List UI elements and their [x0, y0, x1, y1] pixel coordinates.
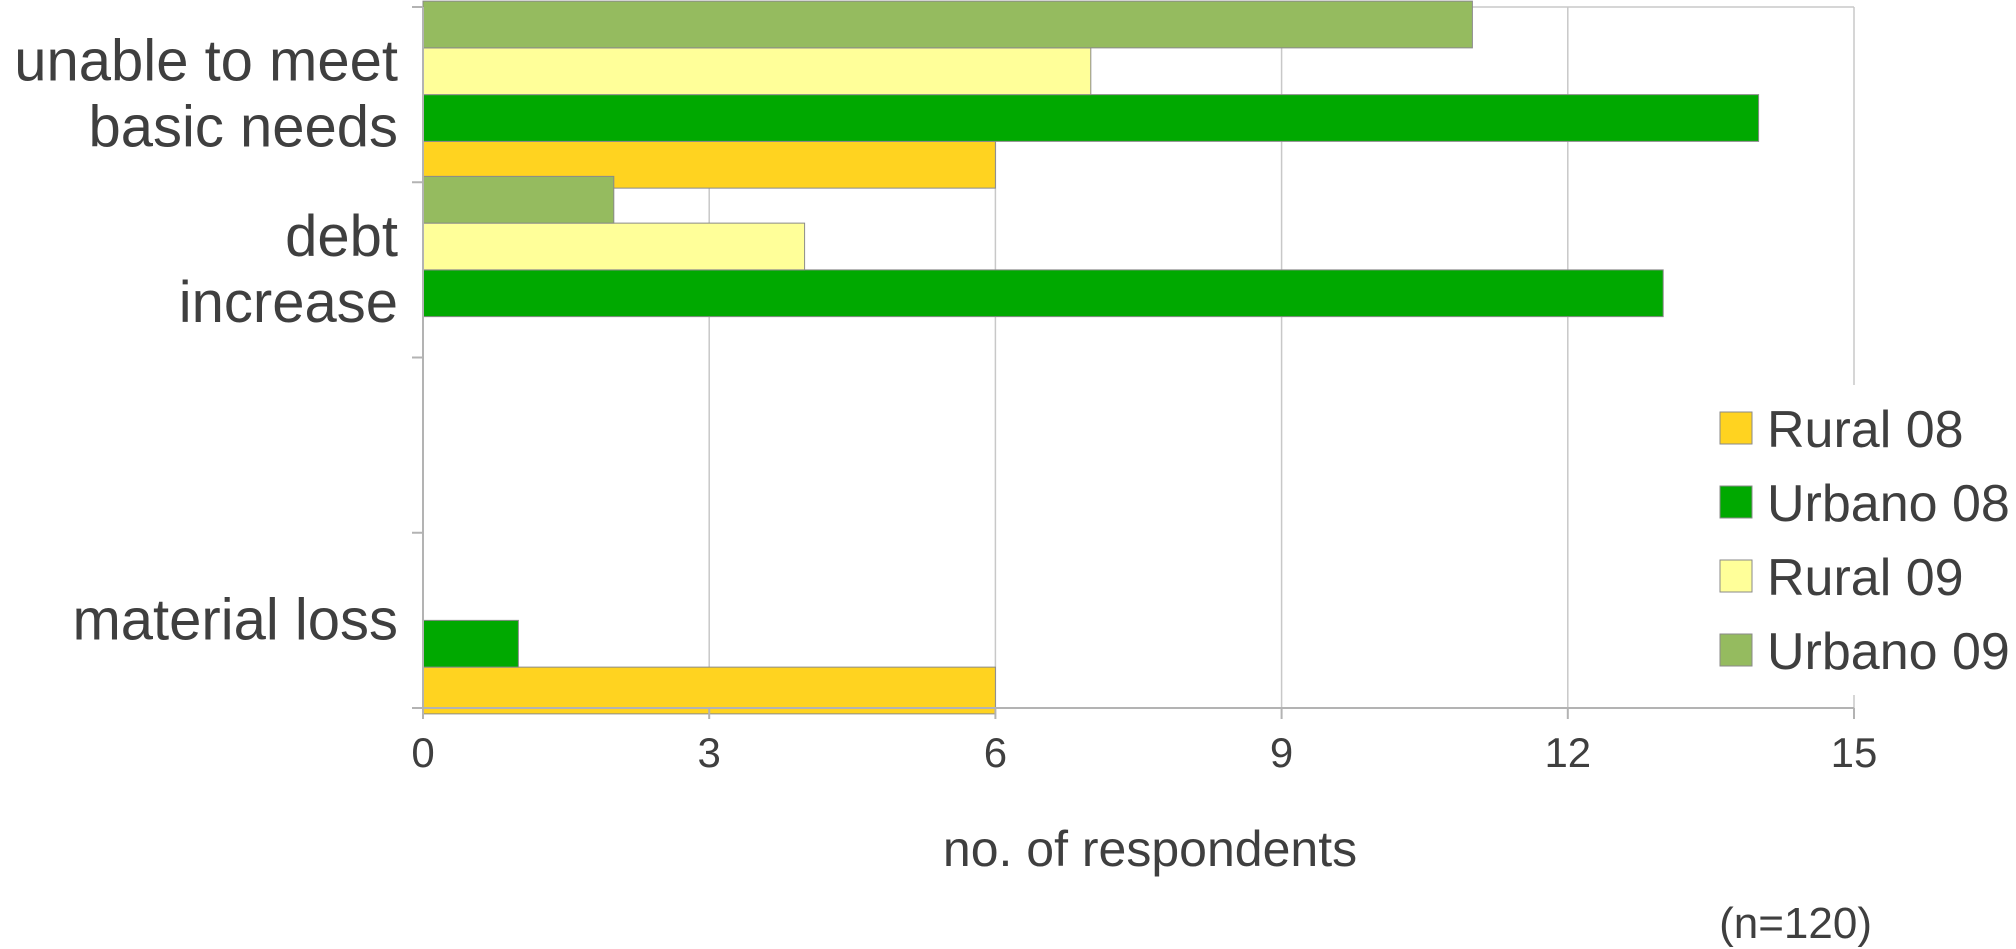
x-tick-label-3: 9	[1270, 729, 1293, 776]
x-tick-label-2: 6	[984, 729, 1007, 776]
category-label-1-line-1: increase	[179, 270, 398, 335]
bar-urbano-08-cat-0	[422, 94, 1760, 142]
bar-urbano-09-cat-0	[422, 0, 1473, 49]
legend-swatch-2	[1719, 559, 1753, 593]
legend-label-1: Urbano 08	[1767, 475, 2010, 533]
bar-rural-09-cat-1	[422, 222, 806, 271]
category-label-1-line-0: debt	[285, 204, 398, 269]
bar-rural-08-cat-3	[422, 666, 996, 715]
legend-label-3: Urbano 09	[1767, 623, 2010, 681]
x-tick-label-1: 3	[698, 729, 721, 776]
category-label-0-line-0: unable to meet	[14, 29, 398, 94]
legend-swatch-3	[1719, 633, 1753, 667]
bar-urbano-09-cat-1	[422, 175, 615, 224]
bars	[422, 0, 1760, 715]
x-tick-label-5: 15	[1831, 729, 1878, 776]
x-tick-labels: 0 3 6 9 12 15	[411, 729, 1877, 776]
category-label-0-line-1: basic needs	[88, 95, 398, 160]
bar-urbano-08-cat-1	[422, 269, 1664, 318]
legend-swatch-0	[1719, 411, 1753, 445]
legend-background	[1704, 385, 2009, 695]
axes	[412, 6, 1855, 719]
bar-urbano-08-cat-3	[422, 619, 519, 668]
legend-label-2: Rural 09	[1767, 549, 1964, 607]
category-label-3-line-0: material loss	[72, 587, 398, 652]
legend: Rural 08 Urbano 08 Rural 09 Urbano 09	[1704, 385, 2010, 695]
legend-swatch-1	[1719, 485, 1753, 519]
x-axis-title: no. of respondents	[943, 821, 1357, 877]
sample-size-note: (n=120)	[1719, 899, 1872, 948]
legend-label-0: Rural 08	[1767, 401, 1964, 459]
x-tick-label-0: 0	[411, 729, 434, 776]
bar-rural-09-cat-0	[422, 47, 1092, 96]
x-tick-label-4: 12	[1544, 729, 1591, 776]
